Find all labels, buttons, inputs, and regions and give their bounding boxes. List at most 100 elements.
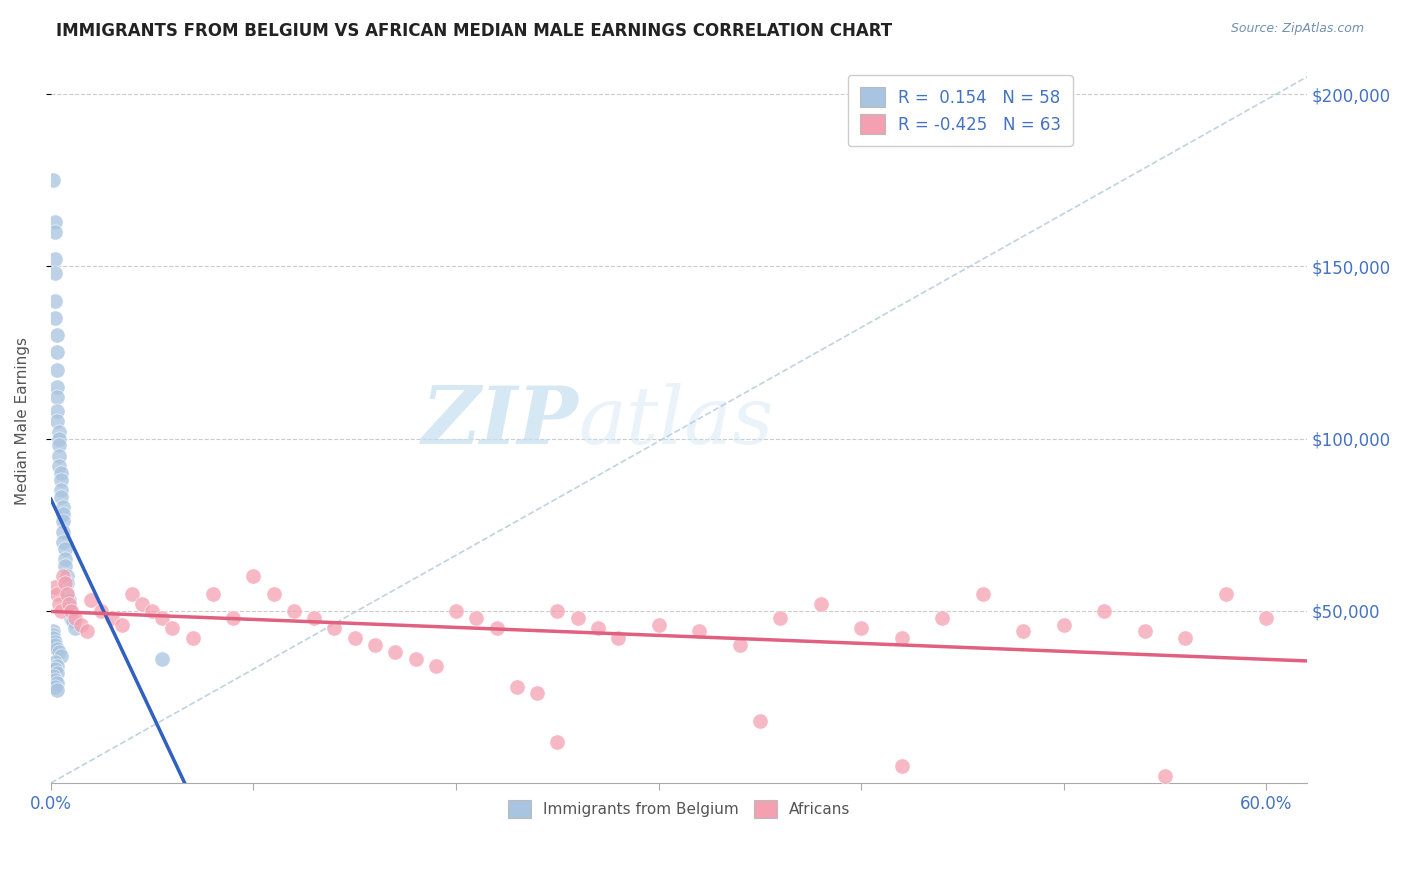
Point xyxy=(52,569,75,583)
Point xyxy=(44,673,66,687)
Point xyxy=(586,621,609,635)
Y-axis label: Median Male Earnings: Median Male Earnings xyxy=(15,337,30,506)
Point xyxy=(42,669,65,683)
Point xyxy=(647,617,669,632)
Point xyxy=(851,621,873,635)
Point xyxy=(56,586,79,600)
Point xyxy=(526,686,548,700)
Point xyxy=(567,610,589,624)
Point xyxy=(302,610,325,624)
Point xyxy=(49,604,72,618)
Point xyxy=(44,656,66,670)
Point xyxy=(80,593,103,607)
Point xyxy=(48,597,70,611)
Point xyxy=(1133,624,1156,639)
Point xyxy=(53,559,76,574)
Point xyxy=(44,214,66,228)
Point xyxy=(52,524,75,539)
Point xyxy=(688,624,710,639)
Point xyxy=(49,648,72,663)
Point xyxy=(58,600,80,615)
Point xyxy=(48,459,70,474)
Point xyxy=(60,610,83,624)
Point xyxy=(150,652,173,666)
Point xyxy=(44,225,66,239)
Point xyxy=(44,310,66,325)
Point xyxy=(263,586,285,600)
Point xyxy=(42,624,65,639)
Point xyxy=(931,610,953,624)
Point xyxy=(1154,769,1177,783)
Point xyxy=(546,735,568,749)
Point xyxy=(76,624,98,639)
Point xyxy=(150,610,173,624)
Point xyxy=(63,610,86,624)
Point xyxy=(890,759,912,773)
Point xyxy=(45,586,67,600)
Point xyxy=(52,535,75,549)
Point xyxy=(45,380,67,394)
Point xyxy=(53,541,76,556)
Point xyxy=(60,604,83,618)
Point xyxy=(49,483,72,498)
Point xyxy=(607,632,630,646)
Text: atlas: atlas xyxy=(578,383,773,460)
Point xyxy=(45,676,67,690)
Point xyxy=(45,683,67,698)
Point xyxy=(242,569,264,583)
Point xyxy=(42,632,65,646)
Point xyxy=(1215,586,1237,600)
Point xyxy=(42,173,65,187)
Point xyxy=(384,645,406,659)
Point xyxy=(222,610,245,624)
Point xyxy=(48,432,70,446)
Point xyxy=(44,662,66,676)
Point xyxy=(62,614,84,628)
Point xyxy=(485,621,508,635)
Point xyxy=(546,604,568,618)
Point xyxy=(49,490,72,504)
Point xyxy=(52,500,75,515)
Point xyxy=(90,604,112,618)
Point xyxy=(810,597,832,611)
Point xyxy=(111,617,134,632)
Point xyxy=(121,586,143,600)
Point xyxy=(44,580,66,594)
Text: Source: ZipAtlas.com: Source: ZipAtlas.com xyxy=(1230,22,1364,36)
Point xyxy=(56,569,79,583)
Point xyxy=(890,632,912,646)
Point xyxy=(45,404,67,418)
Point xyxy=(48,425,70,439)
Point xyxy=(1174,632,1197,646)
Point xyxy=(1053,617,1076,632)
Point xyxy=(56,586,79,600)
Point xyxy=(49,473,72,487)
Point xyxy=(405,652,427,666)
Point xyxy=(44,635,66,649)
Point xyxy=(44,638,66,652)
Point xyxy=(48,449,70,463)
Point xyxy=(48,645,70,659)
Point xyxy=(44,252,66,267)
Legend: Immigrants from Belgium, Africans: Immigrants from Belgium, Africans xyxy=(501,792,858,826)
Point xyxy=(70,617,93,632)
Point xyxy=(58,597,80,611)
Point xyxy=(465,610,488,624)
Point xyxy=(972,586,994,600)
Point xyxy=(506,680,529,694)
Point xyxy=(52,508,75,522)
Point xyxy=(1256,610,1278,624)
Point xyxy=(45,390,67,404)
Point xyxy=(283,604,305,618)
Point xyxy=(364,638,387,652)
Point xyxy=(45,362,67,376)
Point xyxy=(131,597,153,611)
Point xyxy=(53,576,76,591)
Point xyxy=(44,293,66,308)
Point xyxy=(162,621,184,635)
Point xyxy=(58,593,80,607)
Point xyxy=(1092,604,1115,618)
Point xyxy=(45,414,67,428)
Point xyxy=(45,641,67,656)
Point xyxy=(44,680,66,694)
